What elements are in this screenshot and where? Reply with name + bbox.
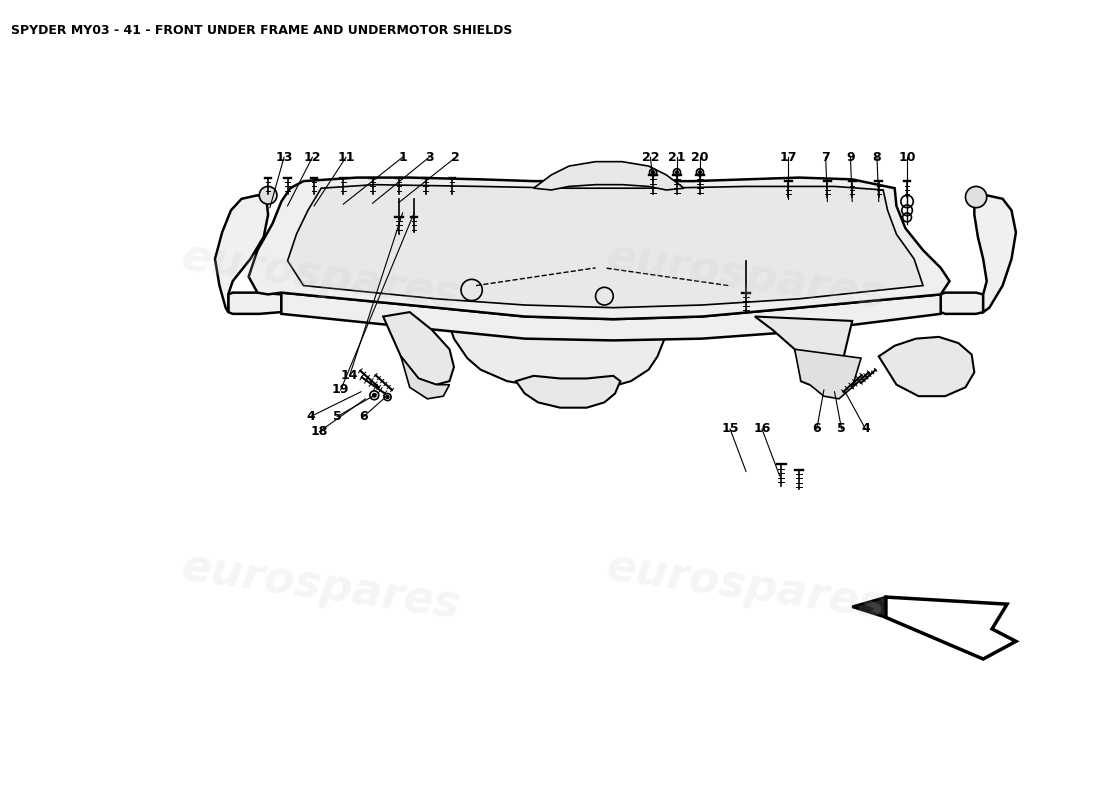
Text: 5: 5 xyxy=(333,410,341,423)
Text: 1: 1 xyxy=(398,150,407,164)
Text: 5: 5 xyxy=(837,422,846,435)
Polygon shape xyxy=(287,185,923,308)
Polygon shape xyxy=(249,178,949,319)
Polygon shape xyxy=(879,337,975,396)
Text: 8: 8 xyxy=(872,150,881,164)
Text: 6: 6 xyxy=(360,410,368,423)
Text: 20: 20 xyxy=(691,150,708,164)
Polygon shape xyxy=(383,199,726,321)
Text: 9: 9 xyxy=(846,150,855,164)
Polygon shape xyxy=(940,293,983,314)
Circle shape xyxy=(651,171,654,174)
Text: 15: 15 xyxy=(722,422,739,435)
Polygon shape xyxy=(794,350,861,399)
Text: 19: 19 xyxy=(332,383,350,397)
Text: 2: 2 xyxy=(451,150,460,164)
Text: 4: 4 xyxy=(861,422,870,435)
Circle shape xyxy=(260,186,277,204)
Text: 11: 11 xyxy=(338,150,354,164)
Text: eurospares: eurospares xyxy=(179,236,463,318)
Text: 18: 18 xyxy=(310,425,328,438)
Polygon shape xyxy=(516,376,620,408)
Text: 21: 21 xyxy=(668,150,685,164)
Polygon shape xyxy=(214,195,268,312)
Polygon shape xyxy=(755,317,852,385)
Polygon shape xyxy=(282,293,940,341)
Text: 13: 13 xyxy=(275,150,293,164)
Polygon shape xyxy=(886,597,1016,659)
Text: 7: 7 xyxy=(822,150,830,164)
Polygon shape xyxy=(975,195,1016,312)
Circle shape xyxy=(675,171,679,174)
Circle shape xyxy=(386,396,389,398)
Text: 6: 6 xyxy=(813,422,821,435)
Text: 10: 10 xyxy=(899,150,916,164)
Text: 14: 14 xyxy=(341,370,359,382)
Text: eurospares: eurospares xyxy=(604,236,889,318)
Text: eurospares: eurospares xyxy=(179,546,463,627)
Polygon shape xyxy=(534,162,684,190)
Polygon shape xyxy=(446,312,667,389)
Text: 3: 3 xyxy=(425,150,433,164)
Text: 22: 22 xyxy=(641,150,659,164)
Circle shape xyxy=(966,186,987,208)
Polygon shape xyxy=(400,356,450,399)
Polygon shape xyxy=(367,250,387,268)
Text: 16: 16 xyxy=(754,422,771,435)
Text: SPYDER MY03 - 41 - FRONT UNDER FRAME AND UNDERMOTOR SHIELDS: SPYDER MY03 - 41 - FRONT UNDER FRAME AND… xyxy=(11,24,513,37)
Text: 17: 17 xyxy=(780,150,798,164)
Polygon shape xyxy=(383,312,454,385)
Polygon shape xyxy=(852,597,886,618)
Polygon shape xyxy=(229,293,282,314)
Circle shape xyxy=(698,171,702,174)
Text: 4: 4 xyxy=(306,410,315,423)
Circle shape xyxy=(373,394,376,397)
Text: eurospares: eurospares xyxy=(604,546,889,627)
Text: 12: 12 xyxy=(304,150,321,164)
Polygon shape xyxy=(724,268,745,286)
